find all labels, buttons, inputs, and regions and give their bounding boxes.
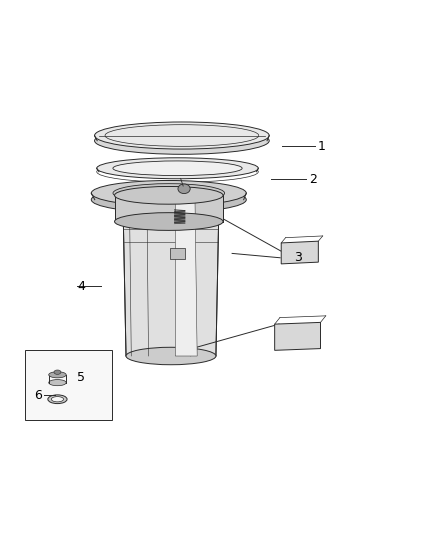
Bar xyxy=(25,350,112,420)
Ellipse shape xyxy=(95,127,269,154)
Ellipse shape xyxy=(123,192,219,210)
FancyBboxPatch shape xyxy=(170,248,185,259)
Text: 1: 1 xyxy=(318,140,325,153)
Ellipse shape xyxy=(91,187,246,212)
Text: 6: 6 xyxy=(34,389,42,402)
Ellipse shape xyxy=(113,184,225,203)
Text: 3: 3 xyxy=(293,251,301,264)
Ellipse shape xyxy=(113,161,242,175)
Ellipse shape xyxy=(115,187,223,204)
Ellipse shape xyxy=(51,397,64,402)
Ellipse shape xyxy=(97,158,258,179)
Polygon shape xyxy=(275,322,321,350)
Polygon shape xyxy=(281,241,318,264)
Polygon shape xyxy=(175,201,197,356)
Polygon shape xyxy=(123,201,219,356)
Ellipse shape xyxy=(91,181,246,206)
Polygon shape xyxy=(115,195,223,222)
Ellipse shape xyxy=(49,372,66,378)
Ellipse shape xyxy=(115,213,223,230)
Ellipse shape xyxy=(126,348,216,365)
Ellipse shape xyxy=(48,395,67,403)
Text: 2: 2 xyxy=(309,173,317,185)
Text: 4: 4 xyxy=(78,280,85,293)
Text: 5: 5 xyxy=(78,372,85,384)
Ellipse shape xyxy=(54,370,61,374)
Ellipse shape xyxy=(178,184,190,193)
Ellipse shape xyxy=(49,379,66,386)
Ellipse shape xyxy=(95,122,269,149)
